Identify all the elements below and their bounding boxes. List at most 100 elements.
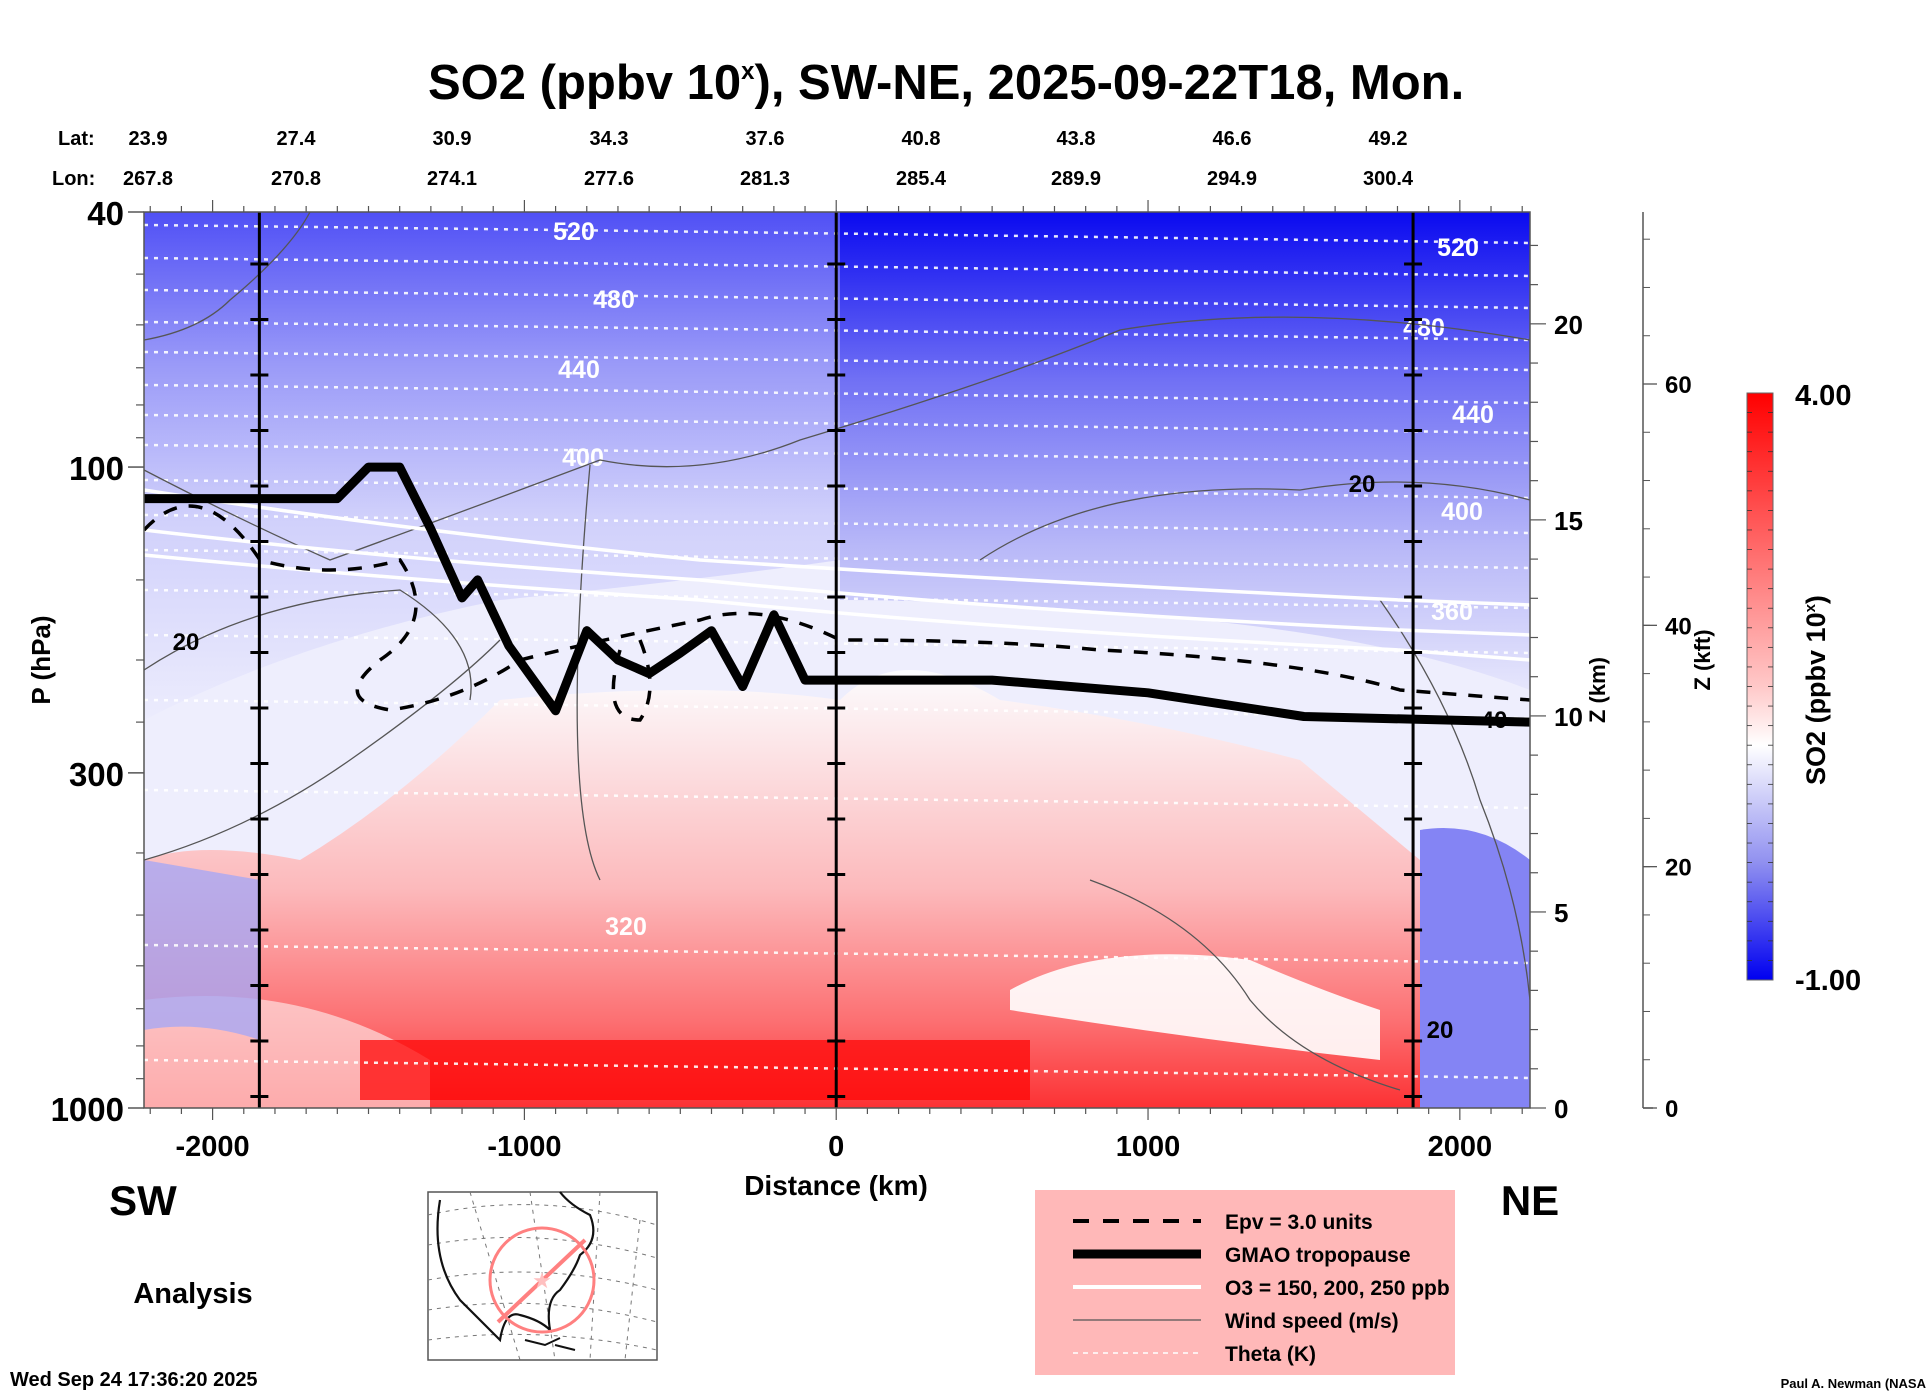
- z-km-tick-label: 20: [1554, 310, 1583, 340]
- z-kft-axis-label: Z (kft): [1690, 629, 1715, 690]
- lat-value: 30.9: [433, 128, 472, 150]
- wind-contour-label: 20: [1349, 471, 1376, 498]
- lon-value: 285.4: [896, 168, 947, 190]
- z-kft-tick-label: 60: [1665, 372, 1692, 399]
- epv-contour: [611, 639, 652, 722]
- wind-contour: [979, 481, 1530, 561]
- z-km-tick-label: 5: [1554, 898, 1568, 928]
- x-tick-label: 1000: [1116, 1131, 1181, 1163]
- chart-title: SO2 (ppbv 10x), SW-NE, 2025-09-22T18, Mo…: [428, 56, 1464, 110]
- x-axis-label: Distance (km): [744, 1170, 928, 1201]
- credit: Paul A. Newman (NASA: [1781, 1376, 1926, 1391]
- lat-value: 49.2: [1369, 128, 1408, 150]
- lon-value: 289.9: [1051, 168, 1101, 190]
- ozone-contour: [144, 528, 1530, 637]
- ozone-contour: [144, 553, 1530, 662]
- x-tick-label: 0: [828, 1131, 844, 1163]
- legend-graphic: Epv = 3.0 units GMAO tropopause O3 = 150…: [1073, 1211, 1450, 1366]
- theta-contour-label: 520: [553, 218, 595, 246]
- sw-low-blue-region: [144, 860, 260, 1040]
- legend-epv-label: Epv = 3.0 units: [1225, 1211, 1373, 1234]
- map-coastline: [436, 1191, 595, 1343]
- z-km-tick-label: 10: [1554, 702, 1583, 732]
- y-tick-label: 300: [69, 756, 124, 793]
- lat-value: 40.8: [902, 128, 941, 150]
- wind-contour: [576, 464, 601, 881]
- theta-contour-label: 440: [558, 356, 600, 384]
- map-inset: ★: [427, 1191, 658, 1361]
- map-center-star-icon: ★: [532, 1268, 552, 1293]
- ozone-contours: [144, 488, 1530, 662]
- y-tick-label: 1000: [51, 1091, 124, 1128]
- ozone-contour: [144, 488, 1530, 607]
- lon-value: 294.9: [1207, 168, 1257, 190]
- y-tick-label: 40: [87, 195, 124, 232]
- stratosphere-sw-region: [144, 212, 840, 720]
- wind-contour: [1379, 599, 1530, 1001]
- wind-contour-label: 20: [173, 629, 200, 656]
- vertical-marker-lines: [250, 212, 1423, 1108]
- wind-contour: [1089, 879, 1401, 1091]
- ne-label: NE: [1501, 1177, 1559, 1224]
- lon-value: 281.3: [740, 168, 790, 190]
- lon-value: 270.8: [271, 168, 321, 190]
- theta-contour-label: 480: [593, 286, 635, 314]
- colorbar-min-label: -1.00: [1795, 965, 1861, 997]
- legend: Epv = 3.0 units GMAO tropopause O3 = 150…: [1035, 1190, 1455, 1375]
- theta-contour-label: 320: [605, 913, 647, 941]
- ne-white-region: [1010, 954, 1380, 1060]
- stratosphere-ne-region: [840, 212, 1530, 690]
- z-km-axis-label: Z (km): [1585, 657, 1610, 723]
- wind-contour-label: 20: [1427, 1017, 1454, 1044]
- sw-label: SW: [109, 1177, 177, 1224]
- lat-label: Lat:: [58, 128, 95, 150]
- wind-contour: [144, 316, 1530, 561]
- analysis-label: Analysis: [133, 1278, 252, 1310]
- lat-value: 37.6: [746, 128, 785, 150]
- lat-value: 27.4: [277, 128, 317, 150]
- x-tick-label: 2000: [1428, 1131, 1493, 1163]
- z-km-tick-label: 15: [1554, 506, 1583, 536]
- lon-value: 277.6: [584, 168, 634, 190]
- wind-contour: [144, 589, 472, 701]
- y-axis-z-km: 0 5 10 15 20: [1530, 244, 1583, 1124]
- lat-value: 23.9: [129, 128, 168, 150]
- lat-value: 34.3: [590, 128, 629, 150]
- surface-max-region: [360, 1040, 1030, 1100]
- lat-value: 43.8: [1057, 128, 1096, 150]
- y-axis-label: P (hPa): [26, 615, 56, 704]
- map-range-circle: [488, 1226, 596, 1334]
- lon-value: 267.8: [123, 168, 173, 190]
- lat-lon-header: Lat: Lon: 23.9 27.4 30.9 34.3 37.6 40.8 43.8 46.6…: [52, 128, 1414, 190]
- timestamp: Wed Sep 24 17:36:20 2025: [10, 1369, 258, 1391]
- map-transect-line: [496, 1238, 587, 1324]
- lon-value: 274.1: [427, 168, 477, 190]
- ne-low-blue-region: [1420, 828, 1530, 1108]
- x-tick-label: -2000: [176, 1131, 250, 1163]
- lat-value: 46.6: [1213, 128, 1252, 150]
- colorbar-max-label: 4.00: [1795, 380, 1851, 412]
- lon-value: 300.4: [1363, 168, 1414, 190]
- tropopause-line: [144, 462, 1530, 727]
- colorbar-label: SO2 (ppbv 10x): [1801, 595, 1831, 785]
- legend-tropopause-label: GMAO tropopause: [1225, 1244, 1411, 1267]
- map-islands: [524, 1337, 576, 1351]
- theta-contour-label: 520: [1437, 234, 1479, 262]
- z-kft-tick-label: 0: [1665, 1096, 1678, 1123]
- theta-contour-label: 400: [1441, 498, 1483, 526]
- theta-contour-label: 440: [1452, 401, 1494, 429]
- wind-contour: [144, 212, 311, 341]
- z-kft-tick-label: 40: [1665, 613, 1692, 640]
- y-tick-label: 100: [69, 450, 124, 487]
- wind-contour: [144, 639, 501, 861]
- z-km-tick-label: 0: [1554, 1094, 1568, 1124]
- colorbar-ticks: [1747, 412, 1773, 961]
- lon-label: Lon:: [52, 168, 95, 190]
- z-kft-tick-label: 20: [1665, 855, 1692, 882]
- legend-theta-label: Theta (K): [1225, 1343, 1316, 1366]
- y-axis-z-kft: 0 20 40 60: [1642, 212, 1692, 1123]
- legend-wind-label: Wind speed (m/s): [1225, 1310, 1399, 1333]
